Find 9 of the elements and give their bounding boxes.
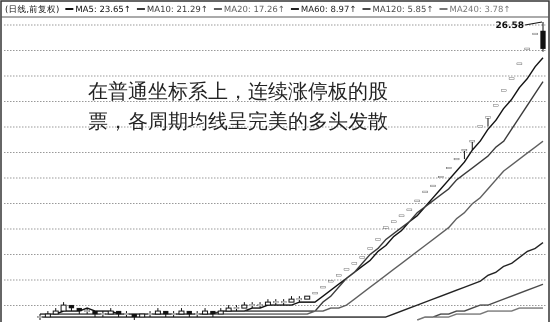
- legend-label: MA5: 23.65↑: [75, 5, 131, 15]
- legend-label: MA20: 17.26↑: [224, 5, 285, 15]
- annotation: 在普通坐标系上，连续涨停板的股票，各周期均线呈完美的多头发散: [88, 78, 388, 135]
- legend-label: MA120: 5.85↑: [372, 5, 434, 15]
- legend-label: MA240: 3.78↑: [450, 5, 510, 15]
- legend-label: MA10: 21.29↑: [146, 5, 208, 15]
- text: (日线,前复权): [5, 4, 60, 15]
- annotation: 26.58: [496, 21, 524, 31]
- legend-label: MA60: 8.97↑: [300, 5, 356, 15]
